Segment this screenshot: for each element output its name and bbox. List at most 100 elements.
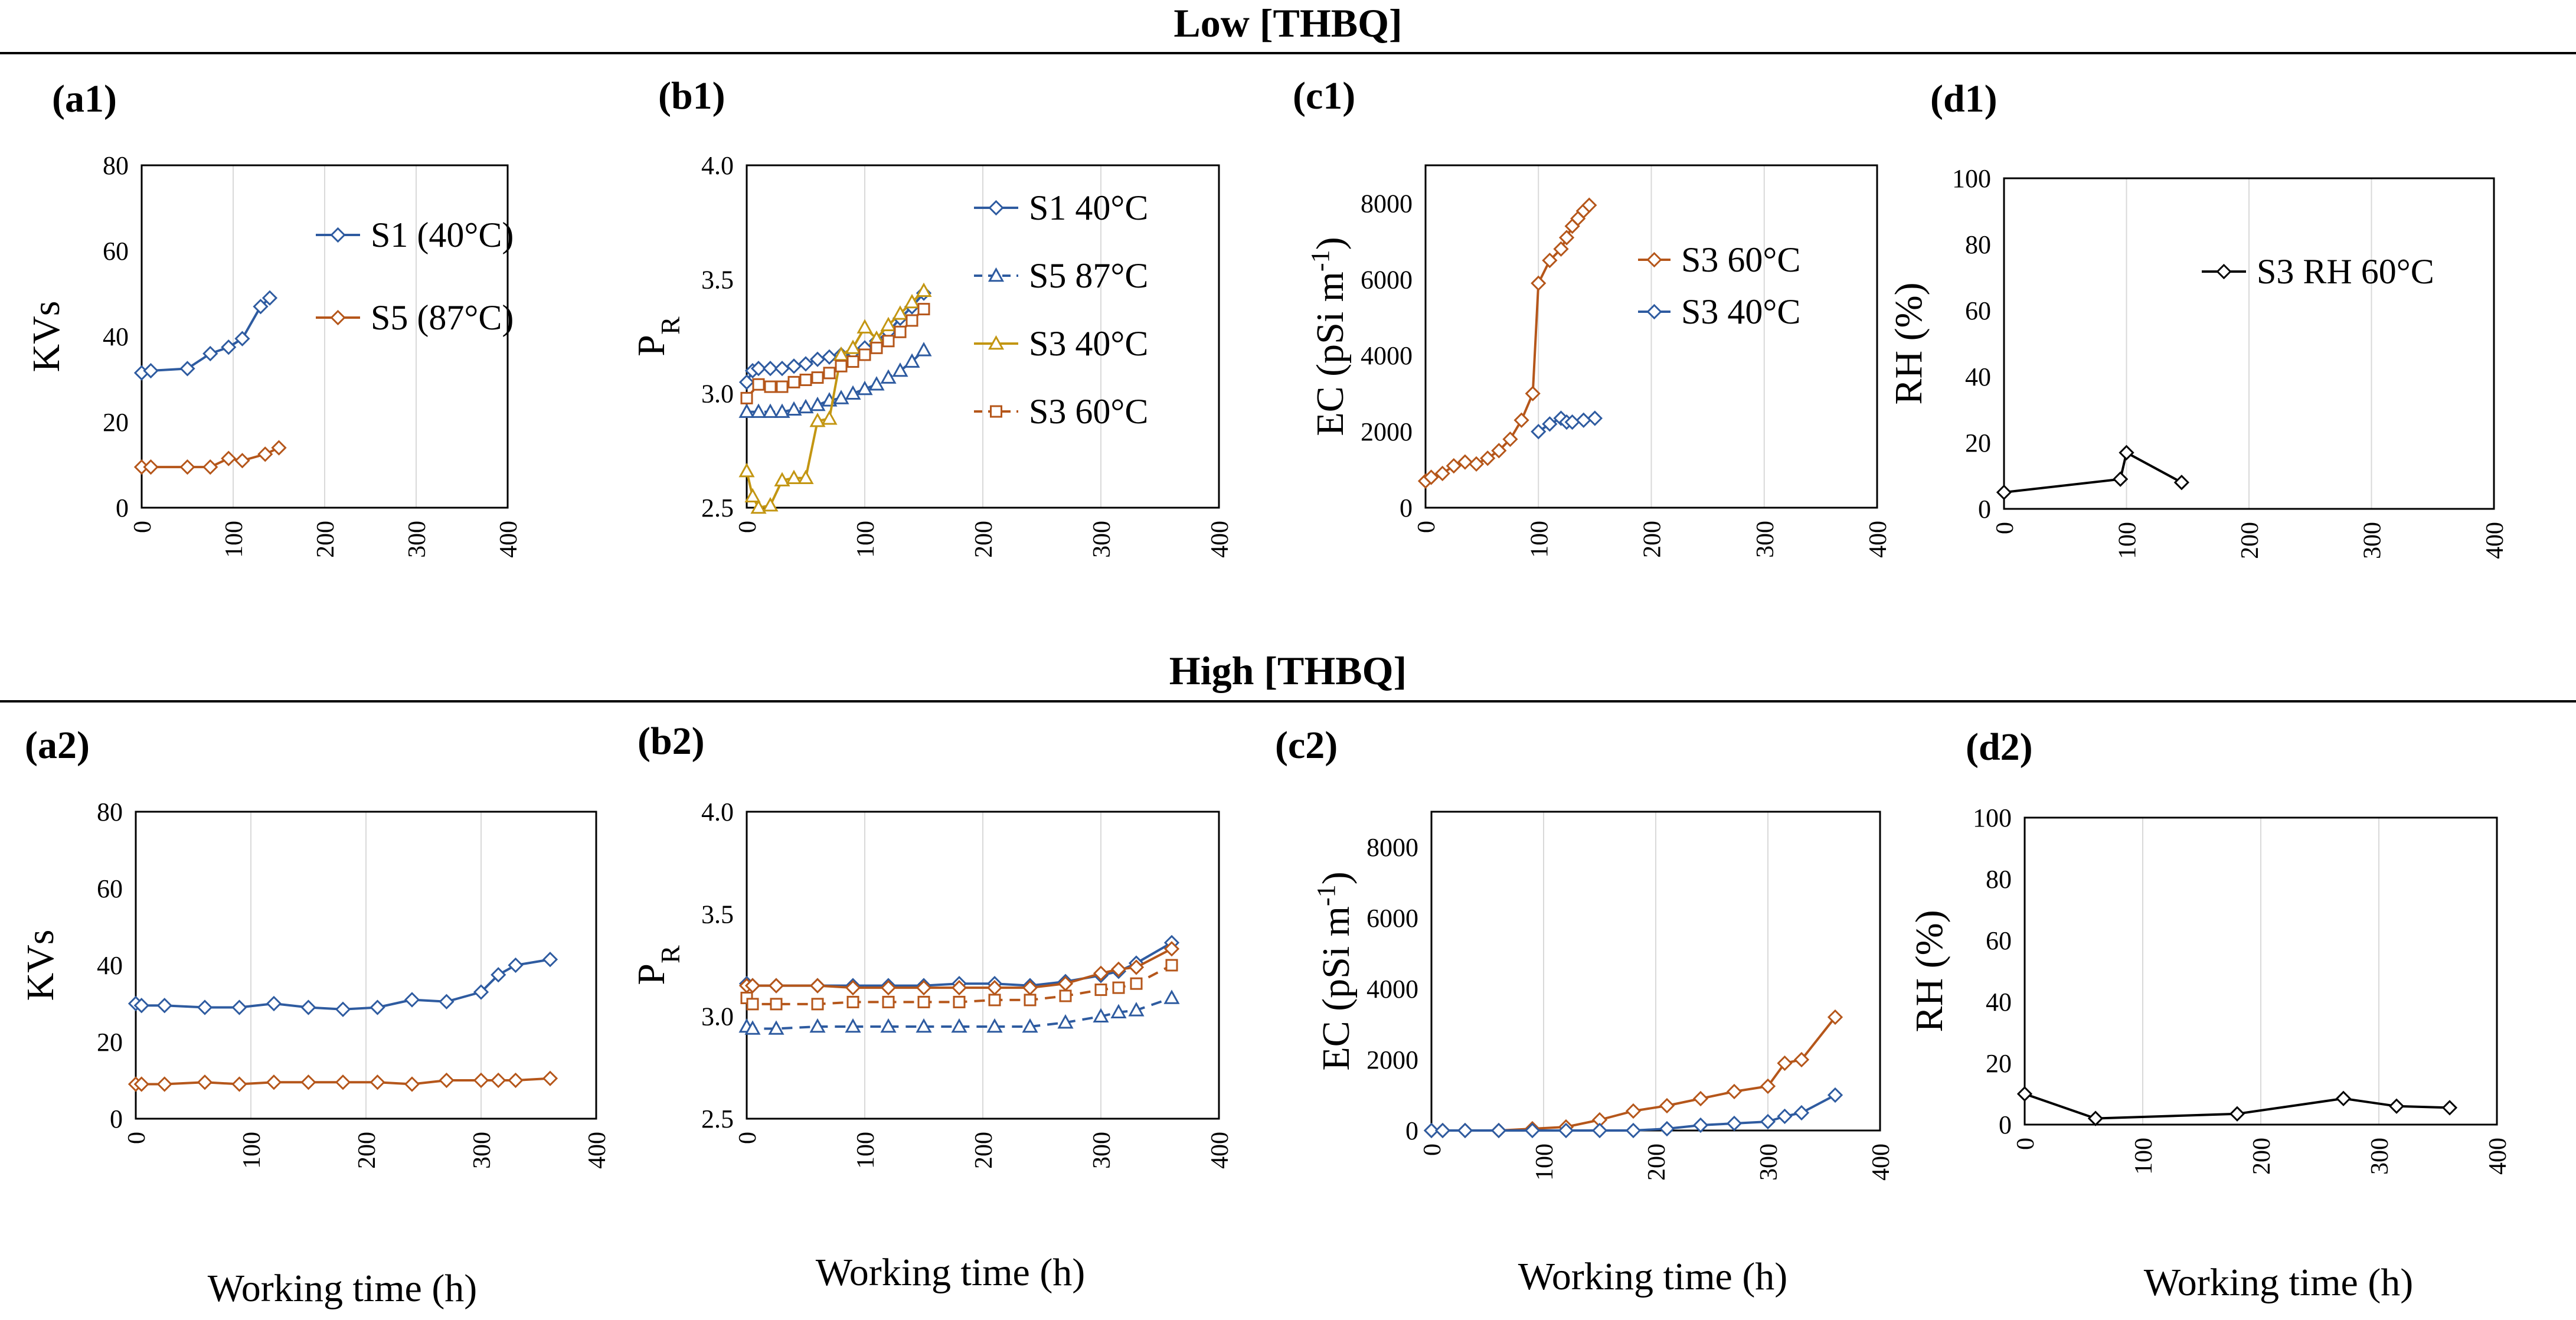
- data-point-c1-0: [1468, 456, 1485, 472]
- y-tick-label-a1: 40: [103, 322, 129, 351]
- x-tick-label-d1: 100: [2114, 522, 2142, 559]
- data-point-b2-1: [809, 1018, 826, 1033]
- data-point-b2-2: [809, 978, 826, 994]
- legend-marker-b1-2: [988, 335, 1005, 350]
- data-point-b1-2: [821, 410, 838, 425]
- data-point-b2-1: [1093, 1008, 1109, 1022]
- y-tick-label-d1: 60: [1965, 296, 1991, 325]
- data-point-b2-3: [770, 998, 783, 1011]
- data-point-b2-1: [744, 1020, 761, 1035]
- x-tick-label-a2: 100: [238, 1132, 266, 1169]
- y-tick-label-a2: 60: [97, 874, 123, 903]
- y-tick-label-c1: 4000: [1361, 341, 1413, 370]
- y-axis-title-c1: EC (pSi m-1): [1306, 237, 1352, 436]
- legend-marker-b1-0: [988, 200, 1004, 216]
- data-point-a2-1: [439, 1072, 455, 1089]
- data-point-b1-2: [809, 412, 826, 427]
- legend-marker-c1-0: [1646, 251, 1662, 268]
- y-tick-label-b2: 3.0: [701, 1002, 734, 1031]
- data-point-b2-3: [811, 998, 824, 1011]
- data-point-c1-0: [1531, 275, 1547, 291]
- x-tick-label-b1: 300: [1088, 521, 1116, 558]
- y-tick-label-c1: 6000: [1361, 265, 1413, 294]
- data-point-b1-1: [797, 398, 814, 414]
- y-tick-label-a2: 0: [110, 1105, 123, 1133]
- divider-high: [0, 700, 2576, 703]
- data-point-b1-3: [776, 380, 789, 393]
- data-point-a2-0: [508, 957, 524, 973]
- data-point-b1-0: [786, 358, 802, 374]
- data-point-c2-1: [1692, 1117, 1709, 1133]
- data-point-b1-2: [744, 488, 761, 502]
- y-axis-title-c2: EC (pSi m-1): [1312, 871, 1358, 1070]
- data-point-a2-0: [370, 999, 385, 1015]
- data-point-b2-1: [768, 1020, 784, 1035]
- data-point-c2-1: [1625, 1122, 1642, 1139]
- data-point-b2-3: [1059, 989, 1072, 1002]
- data-point-d2-0: [2335, 1090, 2352, 1106]
- y-tick-label-b2: 2.5: [701, 1105, 734, 1133]
- y-tick-label-c2: 4000: [1367, 975, 1418, 1004]
- y-tick-label-a1: 20: [103, 408, 129, 437]
- data-point-a1-0: [221, 339, 237, 355]
- data-point-b2-1: [880, 1018, 897, 1033]
- divider-low: [0, 52, 2576, 54]
- data-point-c1-1: [1575, 412, 1591, 428]
- legend-label-b1-1: S5 87°C: [1029, 256, 1148, 295]
- data-point-a2-1: [473, 1072, 489, 1089]
- data-point-c1-0: [1434, 465, 1450, 482]
- y-axis-title-text: EC (pSi m: [1315, 906, 1358, 1071]
- data-point-a2-0: [266, 995, 282, 1012]
- data-point-c1-0: [1480, 450, 1496, 466]
- x-tick-label-b2: 400: [1207, 1132, 1234, 1169]
- x-axis-title-b2: Working time (h): [815, 1251, 1086, 1294]
- data-point-b1-2: [857, 319, 873, 334]
- data-point-c2-0: [1625, 1103, 1642, 1119]
- y-tick-label-d2: 40: [1986, 988, 2012, 1017]
- x-tick-label-b2: 0: [734, 1132, 761, 1144]
- data-point-d2-0: [2229, 1106, 2245, 1122]
- data-point-b1-3: [835, 360, 848, 373]
- data-point-b2-2: [1163, 941, 1180, 957]
- data-point-b1-1: [904, 353, 920, 368]
- x-tick-label-a2: 300: [469, 1132, 496, 1169]
- y-tick-label-b2: 4.0: [701, 798, 734, 826]
- y-axis-title-d1: RH (%): [1887, 282, 1930, 404]
- data-point-b2-1: [1057, 1014, 1074, 1029]
- data-point-b1-0: [762, 361, 779, 377]
- data-point-b1-1: [738, 403, 755, 418]
- data-point-b1-3: [917, 303, 930, 316]
- data-point-a2-0: [231, 999, 247, 1015]
- data-point-b2-1: [951, 1018, 967, 1033]
- x-axis-title-a2: Working time (h): [207, 1267, 478, 1310]
- x-tick-label-b1: 0: [734, 521, 761, 533]
- x-axis-title-d2: Working time (h): [2143, 1261, 2414, 1304]
- data-point-a2-0: [491, 967, 506, 983]
- x-tick-label-c1: 0: [1413, 521, 1440, 533]
- y-tick-label-a2: 40: [97, 951, 123, 980]
- chart-d2: 0 20 40 60 80 100 0 100 200 300 400 RH (%): [1908, 803, 2512, 1175]
- data-point-c1-0: [1581, 197, 1597, 213]
- data-point-b2-3: [846, 995, 859, 1008]
- x-tick-label-c2: 0: [1419, 1143, 1446, 1156]
- legend-marker-c1-1: [1646, 303, 1662, 320]
- data-point-a2-1: [156, 1076, 172, 1092]
- x-tick-label-d2: 100: [2130, 1138, 2157, 1175]
- data-point-b2-1: [986, 1018, 1003, 1033]
- data-point-b2-2: [1110, 961, 1127, 978]
- data-point-a1-0: [234, 331, 250, 347]
- data-point-b2-2: [1093, 965, 1109, 981]
- plot-frame-d2: [2023, 816, 2498, 1126]
- data-point-a2-1: [231, 1076, 247, 1092]
- x-tick-label-d1: 300: [2359, 522, 2387, 559]
- data-point-b1-1: [762, 403, 779, 418]
- data-point-a2-1: [300, 1074, 316, 1090]
- data-point-a2-1: [542, 1070, 558, 1086]
- data-point-d1-0: [2173, 475, 2189, 491]
- data-point-b1-0: [821, 349, 838, 365]
- data-point-b2-3: [1024, 994, 1037, 1007]
- data-point-b2-3: [1165, 959, 1178, 972]
- y-axis-title-a1: KVs: [25, 300, 68, 372]
- y-axis-title-end: ): [1315, 871, 1358, 884]
- data-point-d2-0: [2087, 1110, 2104, 1126]
